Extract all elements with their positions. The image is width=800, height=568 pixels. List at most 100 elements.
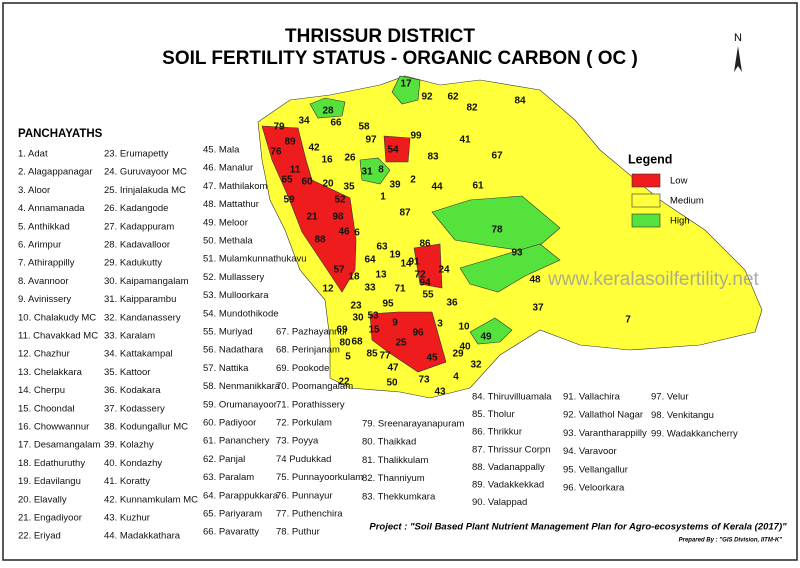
panchayath-entry: 92. Vallathol Nagar (563, 410, 643, 421)
region-label: 39 (389, 180, 401, 191)
panchayath-entry: 73. Poyya (276, 436, 319, 447)
panchayath-entry: 99. Wadakkancherry (651, 429, 738, 440)
panchayath-entry: 81. Thalikkulam (362, 455, 428, 466)
region-label: 96 (412, 328, 424, 339)
panchayath-entry: 74 Pudukkad (276, 454, 331, 465)
region-label: 31 (361, 167, 373, 178)
north-label: N (734, 32, 742, 44)
region-label: 54 (387, 145, 399, 156)
panchayath-entry: 57. Nattika (203, 363, 249, 374)
legend: Legend Low Medium High (628, 152, 704, 228)
panchayath-entry: 77. Puthenchira (276, 509, 343, 520)
region-label: 69 (336, 325, 348, 336)
region-label: 97 (365, 135, 377, 146)
region-label: 7 (625, 315, 631, 326)
panchayath-entry: 86. Thrikkur (472, 427, 522, 438)
region-label: 32 (470, 360, 482, 371)
region-label: 50 (386, 378, 398, 389)
panchayath-entry: 48. Mattathur (203, 199, 259, 210)
panchayath-entry: 4. Annamanada (18, 203, 85, 214)
panchayath-entry: 59. Orumanayoor (203, 399, 277, 410)
panchayath-entry: 45. Mala (203, 145, 240, 156)
region-label: 46 (338, 227, 350, 238)
region-label: 25 (395, 338, 407, 349)
panchayath-entry: 66. Pavaratty (203, 527, 259, 538)
region-label: 1 (380, 192, 386, 203)
region-label: 47 (387, 363, 399, 374)
region-label: 82 (466, 103, 478, 114)
panchayath-entry: 31. Kaipparambu (104, 294, 176, 305)
panchayath-entry: 43. Kuzhur (104, 513, 150, 524)
panchayath-entry: 93. Varantharappilly (563, 428, 647, 439)
region-high (359, 157, 391, 185)
panchayath-entry: 13. Chelakkara (18, 367, 83, 378)
prepared-by: Prepared By : "GIS Division, IITM-K" (679, 538, 783, 544)
region-label: 20 (322, 179, 334, 190)
region-label: 30 (352, 313, 364, 324)
panchayath-entry: 27. Kadappuram (104, 221, 174, 232)
panchayath-entry: 90. Valappad (472, 497, 527, 508)
frame (2, 2, 798, 561)
region-label: 13 (375, 270, 387, 281)
panchayath-entry: 29. Kadukutty (104, 258, 162, 269)
panchayath-entry: 8. Avannoor (18, 276, 69, 287)
panchayath-entry: 15. Choondal (18, 403, 75, 414)
panchayath-entry: 94. Varavoor (563, 446, 617, 457)
north-arrow-head (734, 46, 742, 72)
panchayath-entry: 38. Kodungallur MC (104, 422, 188, 433)
region-label: 44 (431, 182, 443, 193)
panchayath-entry: 79. Sreenarayanapuram (362, 419, 465, 430)
region-label: 71 (394, 284, 406, 295)
panchayath-entry: 55. Muriyad (203, 327, 253, 338)
legend-label: Medium (670, 196, 704, 207)
panchayath-entry: 87. Thrissur Corpn (472, 444, 551, 455)
region-label: 37 (532, 303, 544, 314)
region-label: 53 (367, 311, 379, 322)
panchayath-entry: 3. Aloor (18, 185, 50, 196)
region-label: 42 (308, 143, 320, 154)
panchayath-entry: 65. Pariyaram (203, 509, 262, 520)
panchayath-entry: 88. Vadanappally (472, 462, 545, 473)
watermark: www.keralasoilfertility.net (547, 269, 760, 290)
region-label: 66 (330, 118, 342, 129)
panchayath-entry: 19. Edavilangu (18, 476, 81, 487)
panchayath-entry: 62. Panjal (203, 454, 245, 465)
region-label: 95 (382, 299, 394, 310)
region-label: 17 (400, 79, 412, 90)
region-label: 94 (419, 278, 431, 289)
region-label: 41 (459, 135, 471, 146)
region-label: 68 (351, 337, 363, 348)
region-label: 84 (514, 96, 526, 107)
region-label: 60 (301, 177, 313, 188)
region-label: 12 (322, 284, 334, 295)
region-label: 10 (458, 322, 470, 333)
region-label: 63 (376, 242, 388, 253)
panchayath-entry: 16. Chowwannur (18, 422, 89, 433)
district-map (257, 75, 763, 399)
region-label: 2 (410, 175, 416, 186)
panchayath-entry: 24. Guruvayoor MC (104, 167, 187, 178)
panchayath-entry: 2. Alagappanagar (18, 167, 92, 178)
region-label: 93 (511, 248, 523, 259)
panchayath-entry: 58. Nenmanikkara (203, 381, 281, 392)
region-label: 11 (290, 165, 301, 176)
region-label: 26 (344, 153, 356, 164)
region-low (413, 243, 443, 289)
panchayath-entry: 35. Kattoor (104, 367, 150, 378)
panchayath-entry: 78. Puthur (276, 527, 320, 538)
panchayath-entry: 42. Kunnamkulam MC (104, 494, 198, 505)
panchayath-entry: 50. Methala (203, 236, 253, 247)
legend-swatch (631, 213, 661, 228)
panchayath-list: 1. Adat 2. Alagappanagar 3. Aloor 4. Annama… (18, 145, 738, 542)
panchayath-entry: 85. Tholur (472, 409, 515, 420)
panchayath-entry: 41. Koratty (104, 476, 150, 487)
panchayath-entry: 96. Veloorkara (563, 483, 625, 494)
region-label: 9 (392, 318, 398, 329)
panchayath-entry: 56. Nadathara (203, 345, 264, 356)
region-label: 3 (437, 319, 443, 330)
region-low (261, 125, 357, 293)
panchayath-entry: 70. Poomangalam (276, 381, 353, 392)
region-label: 29 (452, 349, 464, 360)
